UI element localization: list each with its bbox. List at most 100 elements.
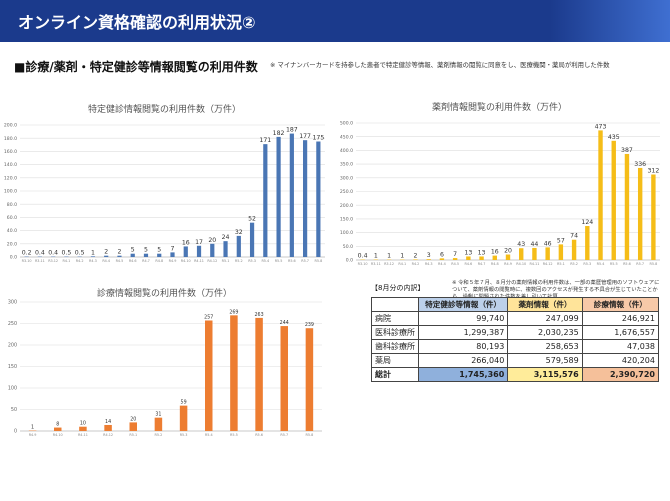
x-tick-label: R5.2	[570, 262, 578, 266]
x-tick-label: R5.2	[235, 259, 243, 263]
x-tick-label: R4.11	[529, 262, 539, 266]
bar	[117, 255, 122, 257]
table-caption: 【8月分の内訳】	[371, 284, 425, 292]
data-label: 2	[414, 252, 418, 259]
data-label: 124	[581, 219, 593, 226]
table-total-cell: 総計	[371, 367, 419, 382]
x-tick-label: R4.9	[29, 433, 37, 437]
data-label: 7	[171, 245, 175, 252]
table-total-row: 総計 1,745,360 3,115,576 2,390,720	[371, 367, 660, 382]
x-tick-label: R3.11	[35, 259, 45, 263]
y-tick-label: 120.0	[4, 175, 17, 181]
data-label: 0.4	[35, 250, 45, 257]
y-tick-label: 100	[8, 386, 17, 392]
bar	[611, 140, 616, 260]
bar	[479, 256, 484, 260]
bar	[54, 427, 62, 431]
x-tick-label: R4.4	[438, 262, 446, 266]
x-tick-label: R5.5	[230, 433, 238, 437]
bar	[426, 259, 431, 260]
table-cell: 1,299,387	[417, 325, 509, 340]
table-cell: 80,193	[417, 339, 509, 354]
bar	[157, 253, 162, 257]
x-tick-label: R4.9	[169, 259, 177, 263]
table-total-cell: 2,390,720	[581, 367, 660, 382]
data-label: 57	[557, 237, 565, 244]
x-tick-label: R4.6	[129, 259, 137, 263]
x-tick-label: R4.1	[63, 259, 71, 263]
table-cell: 247,099	[507, 311, 583, 326]
data-label: 59	[181, 400, 187, 406]
x-tick-label: R4.7	[478, 262, 486, 266]
table-cell: 420,204	[581, 353, 660, 368]
title-bar-accent	[550, 0, 670, 42]
bar	[154, 417, 163, 431]
bar	[143, 253, 149, 257]
data-label: 16	[182, 239, 190, 246]
data-label: 0.5	[61, 250, 71, 257]
x-tick-label: R5.1	[129, 433, 137, 437]
y-tick-label: 0.0	[346, 258, 353, 264]
x-tick-label: R5.6	[623, 262, 631, 266]
data-label: 257	[204, 314, 213, 320]
x-tick-label: R4.7	[142, 259, 150, 263]
table-total-cell: 1,745,360	[417, 367, 509, 382]
x-tick-label: R5.3	[248, 259, 256, 263]
section-note: ※ マイナンバーカードを持参した患者で特定健診等情報、薬剤情報の閲覧に同意をし、…	[270, 61, 610, 69]
x-tick-label: R4.12	[207, 259, 217, 263]
x-tick-label: R5.1	[557, 262, 565, 266]
bar	[651, 174, 656, 260]
y-tick-label: 80.0	[7, 202, 17, 208]
x-tick-label: R5.5	[610, 262, 618, 266]
bar	[205, 320, 213, 431]
table-cell: 246,921	[581, 311, 660, 326]
data-label: 0.4	[48, 250, 58, 257]
data-label: 10	[80, 421, 86, 427]
bar	[303, 140, 308, 257]
bar	[452, 258, 458, 260]
data-label: 182	[273, 130, 285, 137]
bar	[230, 315, 238, 431]
table-cell: 258,653	[507, 339, 583, 354]
x-tick-label: R4.1	[398, 262, 406, 266]
bar	[104, 424, 112, 431]
page-title: オンライン資格確認の利用状況②	[18, 13, 256, 32]
x-tick-label: R4.6	[464, 262, 472, 266]
x-tick-label: R5.3	[180, 433, 188, 437]
data-label: 2	[117, 249, 121, 256]
x-tick-label: R5.4	[205, 433, 213, 437]
x-tick-label: R4.11	[78, 433, 88, 437]
table-cell: 2,030,235	[507, 325, 583, 340]
bar	[223, 241, 228, 257]
y-tick-label: 250	[8, 321, 17, 327]
data-label: 17	[195, 239, 203, 246]
data-label: 20	[130, 416, 136, 422]
data-label: 32	[235, 229, 243, 236]
bar	[466, 256, 471, 260]
data-label: 13	[464, 249, 472, 256]
x-tick-label: R4.10	[53, 433, 63, 437]
bar	[316, 141, 321, 257]
y-tick-label: 160.0	[4, 149, 17, 155]
y-tick-label: 300	[8, 300, 17, 306]
x-tick-label: R5.7	[636, 262, 644, 266]
data-label: 14	[105, 419, 111, 425]
data-label: 387	[621, 147, 633, 154]
bar	[196, 245, 202, 257]
x-tick-label: R4.8	[491, 262, 499, 266]
data-label: 5	[144, 247, 148, 254]
data-label: 20	[208, 237, 216, 244]
x-tick-label: R5.2	[155, 433, 163, 437]
bar	[289, 133, 294, 257]
bar	[545, 247, 550, 260]
data-label: 8	[56, 422, 59, 428]
y-tick-label: 150	[8, 364, 17, 370]
table-total-cell: 3,115,576	[507, 367, 583, 382]
data-label: 171	[259, 137, 271, 144]
y-tick-label: 180.0	[4, 136, 17, 142]
x-tick-label: R4.8	[155, 259, 163, 263]
x-tick-label: R4.12	[543, 262, 553, 266]
y-tick-label: 50	[11, 407, 17, 413]
